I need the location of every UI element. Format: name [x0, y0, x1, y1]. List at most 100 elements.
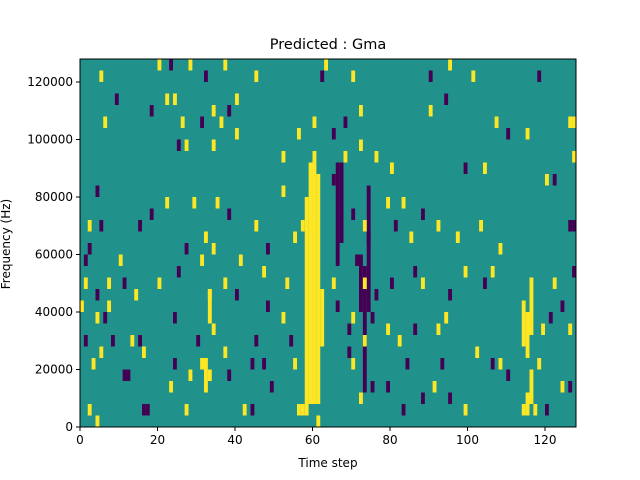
heatmap-cell	[397, 335, 402, 347]
heatmap-cell	[235, 289, 239, 301]
heatmap-cell	[204, 70, 208, 82]
heatmap-cell	[552, 277, 557, 289]
heatmap-cell	[498, 358, 503, 370]
heatmap-cell	[370, 381, 375, 393]
heatmap-cell	[440, 358, 445, 370]
heatmap-cell	[165, 197, 170, 209]
x-tick-label: 0	[76, 433, 84, 447]
heatmap-cell	[537, 70, 542, 82]
heatmap-cell	[173, 312, 177, 324]
heatmap-cell	[138, 335, 142, 347]
heatmap-cell	[196, 335, 201, 347]
heatmap-cell	[145, 404, 150, 416]
heatmap-cell	[219, 116, 224, 128]
heatmap-cell	[142, 346, 146, 358]
heatmap-cell	[335, 300, 340, 312]
heatmap-cell	[359, 105, 363, 117]
heatmap-cell	[200, 116, 204, 128]
heatmap-cell	[362, 220, 367, 232]
heatmap-cell	[107, 277, 111, 289]
heatmap-cell	[409, 231, 414, 243]
heatmap-cell	[545, 404, 549, 416]
chart-title: Predicted : Gma	[270, 37, 386, 53]
x-tick-label: 80	[382, 433, 397, 447]
heatmap-cell	[269, 381, 274, 393]
heatmap-cell	[428, 70, 433, 82]
y-tick-label: 80000	[35, 190, 73, 204]
heatmap-cell	[316, 415, 321, 427]
heatmap-cell	[293, 231, 297, 243]
heatmap-band	[362, 266, 367, 393]
y-tick-label: 40000	[35, 305, 73, 319]
heatmap-band	[316, 174, 321, 404]
heatmap-cell	[262, 358, 266, 370]
heatmap-cell	[149, 208, 154, 220]
heatmap-cell	[401, 197, 406, 209]
heatmap-cell	[463, 404, 468, 416]
heatmap-cell	[300, 404, 305, 416]
heatmap-cell	[568, 116, 573, 128]
heatmap-cell	[448, 59, 452, 71]
heatmap-band	[204, 358, 208, 393]
heatmap-cell	[568, 323, 573, 335]
heatmap-cell	[471, 70, 476, 82]
heatmap-cell	[211, 139, 216, 151]
heatmap-cell	[455, 231, 460, 243]
heatmap-cell	[351, 208, 356, 220]
heatmap-cell	[421, 392, 425, 404]
heatmap-cell	[343, 151, 348, 163]
y-tick-label: 60000	[35, 248, 73, 262]
heatmap-cell	[463, 266, 468, 278]
y-tick-label: 0	[65, 420, 73, 434]
heatmap-band	[525, 392, 530, 416]
heatmap-cell	[506, 369, 511, 381]
heatmap-cell	[297, 128, 301, 140]
heatmap-band	[304, 197, 309, 416]
heatmap-cell	[235, 93, 239, 105]
heatmap-band	[521, 300, 526, 347]
heatmap-cell	[99, 220, 104, 232]
heatmap-cell	[180, 116, 185, 128]
heatmap-cell	[572, 116, 576, 128]
heatmap-cell	[223, 59, 228, 71]
heatmap-cell	[533, 404, 538, 416]
heatmap-cell	[320, 70, 325, 82]
heatmap-cell	[386, 381, 390, 393]
heatmap-cell	[552, 174, 557, 186]
heatmap-band	[312, 151, 317, 404]
heatmap-cell	[421, 208, 425, 220]
heatmap-cell	[366, 231, 371, 243]
heatmap-cell	[444, 312, 449, 324]
heatmap-cell	[99, 70, 104, 82]
heatmap-cell	[289, 335, 294, 347]
heatmap-cell	[83, 335, 88, 347]
heatmap-cell	[331, 277, 336, 289]
heatmap-cell	[421, 277, 425, 289]
heatmap-cell	[370, 312, 375, 324]
heatmap-cell	[176, 139, 181, 151]
heatmap-cell	[157, 59, 162, 71]
heatmap-cell	[188, 59, 193, 71]
heatmap-cell	[254, 220, 259, 232]
heatmap-cell	[351, 358, 356, 370]
heatmap-cell	[169, 59, 173, 71]
y-tick-label: 120000	[27, 75, 73, 89]
heatmap-cell	[250, 404, 255, 416]
heatmap-band	[320, 289, 325, 347]
heatmap-cell	[463, 162, 468, 174]
heatmap-cell	[176, 266, 181, 278]
heatmap-cell	[386, 197, 390, 209]
heatmap-cell	[134, 289, 139, 301]
heatmap-cell	[130, 335, 135, 347]
heatmap-cell	[138, 220, 142, 232]
heatmap-cell	[107, 300, 111, 312]
heatmap-cell	[413, 266, 418, 278]
heatmap-cell	[238, 254, 243, 266]
heatmap-cell	[80, 300, 84, 312]
heatmap-cell	[281, 312, 286, 324]
heatmap-cell	[297, 404, 301, 416]
heatmap-cell	[95, 185, 100, 197]
heatmap-cell	[126, 369, 131, 381]
heatmap-cell	[118, 254, 123, 266]
